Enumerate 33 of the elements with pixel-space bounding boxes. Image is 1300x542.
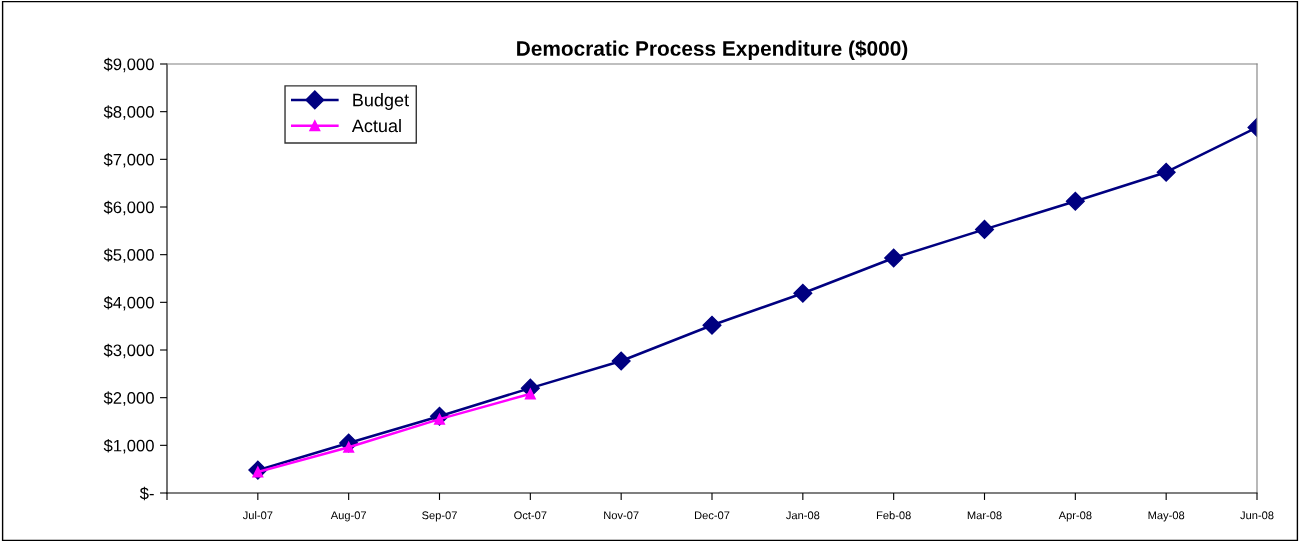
legend-label: Budget	[353, 93, 409, 110]
x-tick-label: Jun-08	[1240, 511, 1274, 520]
point	[793, 283, 813, 303]
y-tick-label: $5,000	[103, 248, 154, 263]
y-tick-label: $4,000	[103, 296, 154, 311]
legend-label: Actual	[351, 118, 401, 133]
point	[524, 388, 536, 400]
point	[702, 315, 722, 335]
y-tick-label: $6,000	[103, 200, 154, 216]
point	[884, 248, 904, 268]
y-tick-label: $2,000	[103, 391, 154, 406]
x-tick-label: Dec-07	[695, 511, 730, 520]
x-tick-label: Oct-07	[514, 511, 547, 520]
x-tick-label: Apr-08	[1058, 511, 1092, 522]
point	[1156, 162, 1176, 182]
x-tick-label: Mar-08	[967, 511, 1002, 520]
x-tick-label: May-08	[1148, 511, 1185, 522]
y-tick-label: $-	[139, 486, 154, 501]
x-tick-label: Sep-07	[422, 511, 457, 522]
y-tick-label: $3,000	[103, 343, 154, 359]
x-tick-label: Jan-08	[786, 511, 820, 520]
x-tick-label: Feb-08	[876, 511, 911, 520]
y-tick-label: $9,000	[103, 57, 154, 73]
y-tick-label: $1,000	[103, 439, 154, 454]
x-tick-label: Nov-07	[604, 511, 639, 520]
point	[974, 219, 995, 239]
x-tick-label: Aug-07	[330, 511, 367, 522]
x-tick-label: Jul-07	[242, 511, 273, 520]
point	[1065, 191, 1085, 211]
y-tick-label: $7,000	[103, 153, 154, 168]
chart-title: Democratic Process Expenditure ($000)	[517, 40, 908, 60]
y-tick-label: $8,000	[103, 105, 154, 120]
point	[611, 351, 631, 371]
